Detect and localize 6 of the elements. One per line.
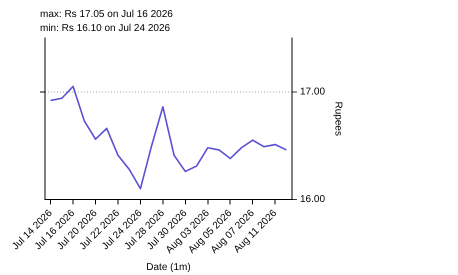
chart-title: max: Rs 17.05 on Jul 16 2026 [40, 8, 174, 20]
y-axis-title: Rupees [332, 101, 344, 136]
y-tick-label: 16.00 [300, 194, 326, 206]
x-axis-title: Date (1m) [146, 262, 191, 273]
chart-subtitle: min: Rs 16.10 on Jul 24 2026 [40, 22, 171, 34]
y-tick-label: 17.00 [300, 86, 326, 98]
